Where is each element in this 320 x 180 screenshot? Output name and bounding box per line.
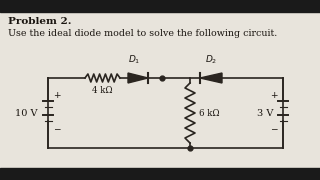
Text: 3 V: 3 V bbox=[257, 109, 273, 118]
Text: Use the ideal diode model to solve the following circuit.: Use the ideal diode model to solve the f… bbox=[8, 29, 277, 38]
Bar bbox=[0, 0, 320, 12]
Text: −: − bbox=[270, 125, 278, 134]
Text: $D_1$: $D_1$ bbox=[128, 53, 140, 66]
Text: 10 V: 10 V bbox=[15, 109, 37, 118]
Bar bbox=[0, 12, 320, 168]
Bar bbox=[0, 168, 320, 180]
Text: $D_2$: $D_2$ bbox=[205, 53, 217, 66]
Polygon shape bbox=[200, 73, 222, 83]
Text: 4 kΩ: 4 kΩ bbox=[92, 86, 113, 95]
Text: 6 kΩ: 6 kΩ bbox=[199, 109, 220, 118]
Text: +: + bbox=[270, 91, 278, 100]
Polygon shape bbox=[128, 73, 148, 83]
Text: −: − bbox=[53, 125, 60, 134]
Text: +: + bbox=[53, 91, 60, 100]
Text: Problem 2.: Problem 2. bbox=[8, 17, 71, 26]
